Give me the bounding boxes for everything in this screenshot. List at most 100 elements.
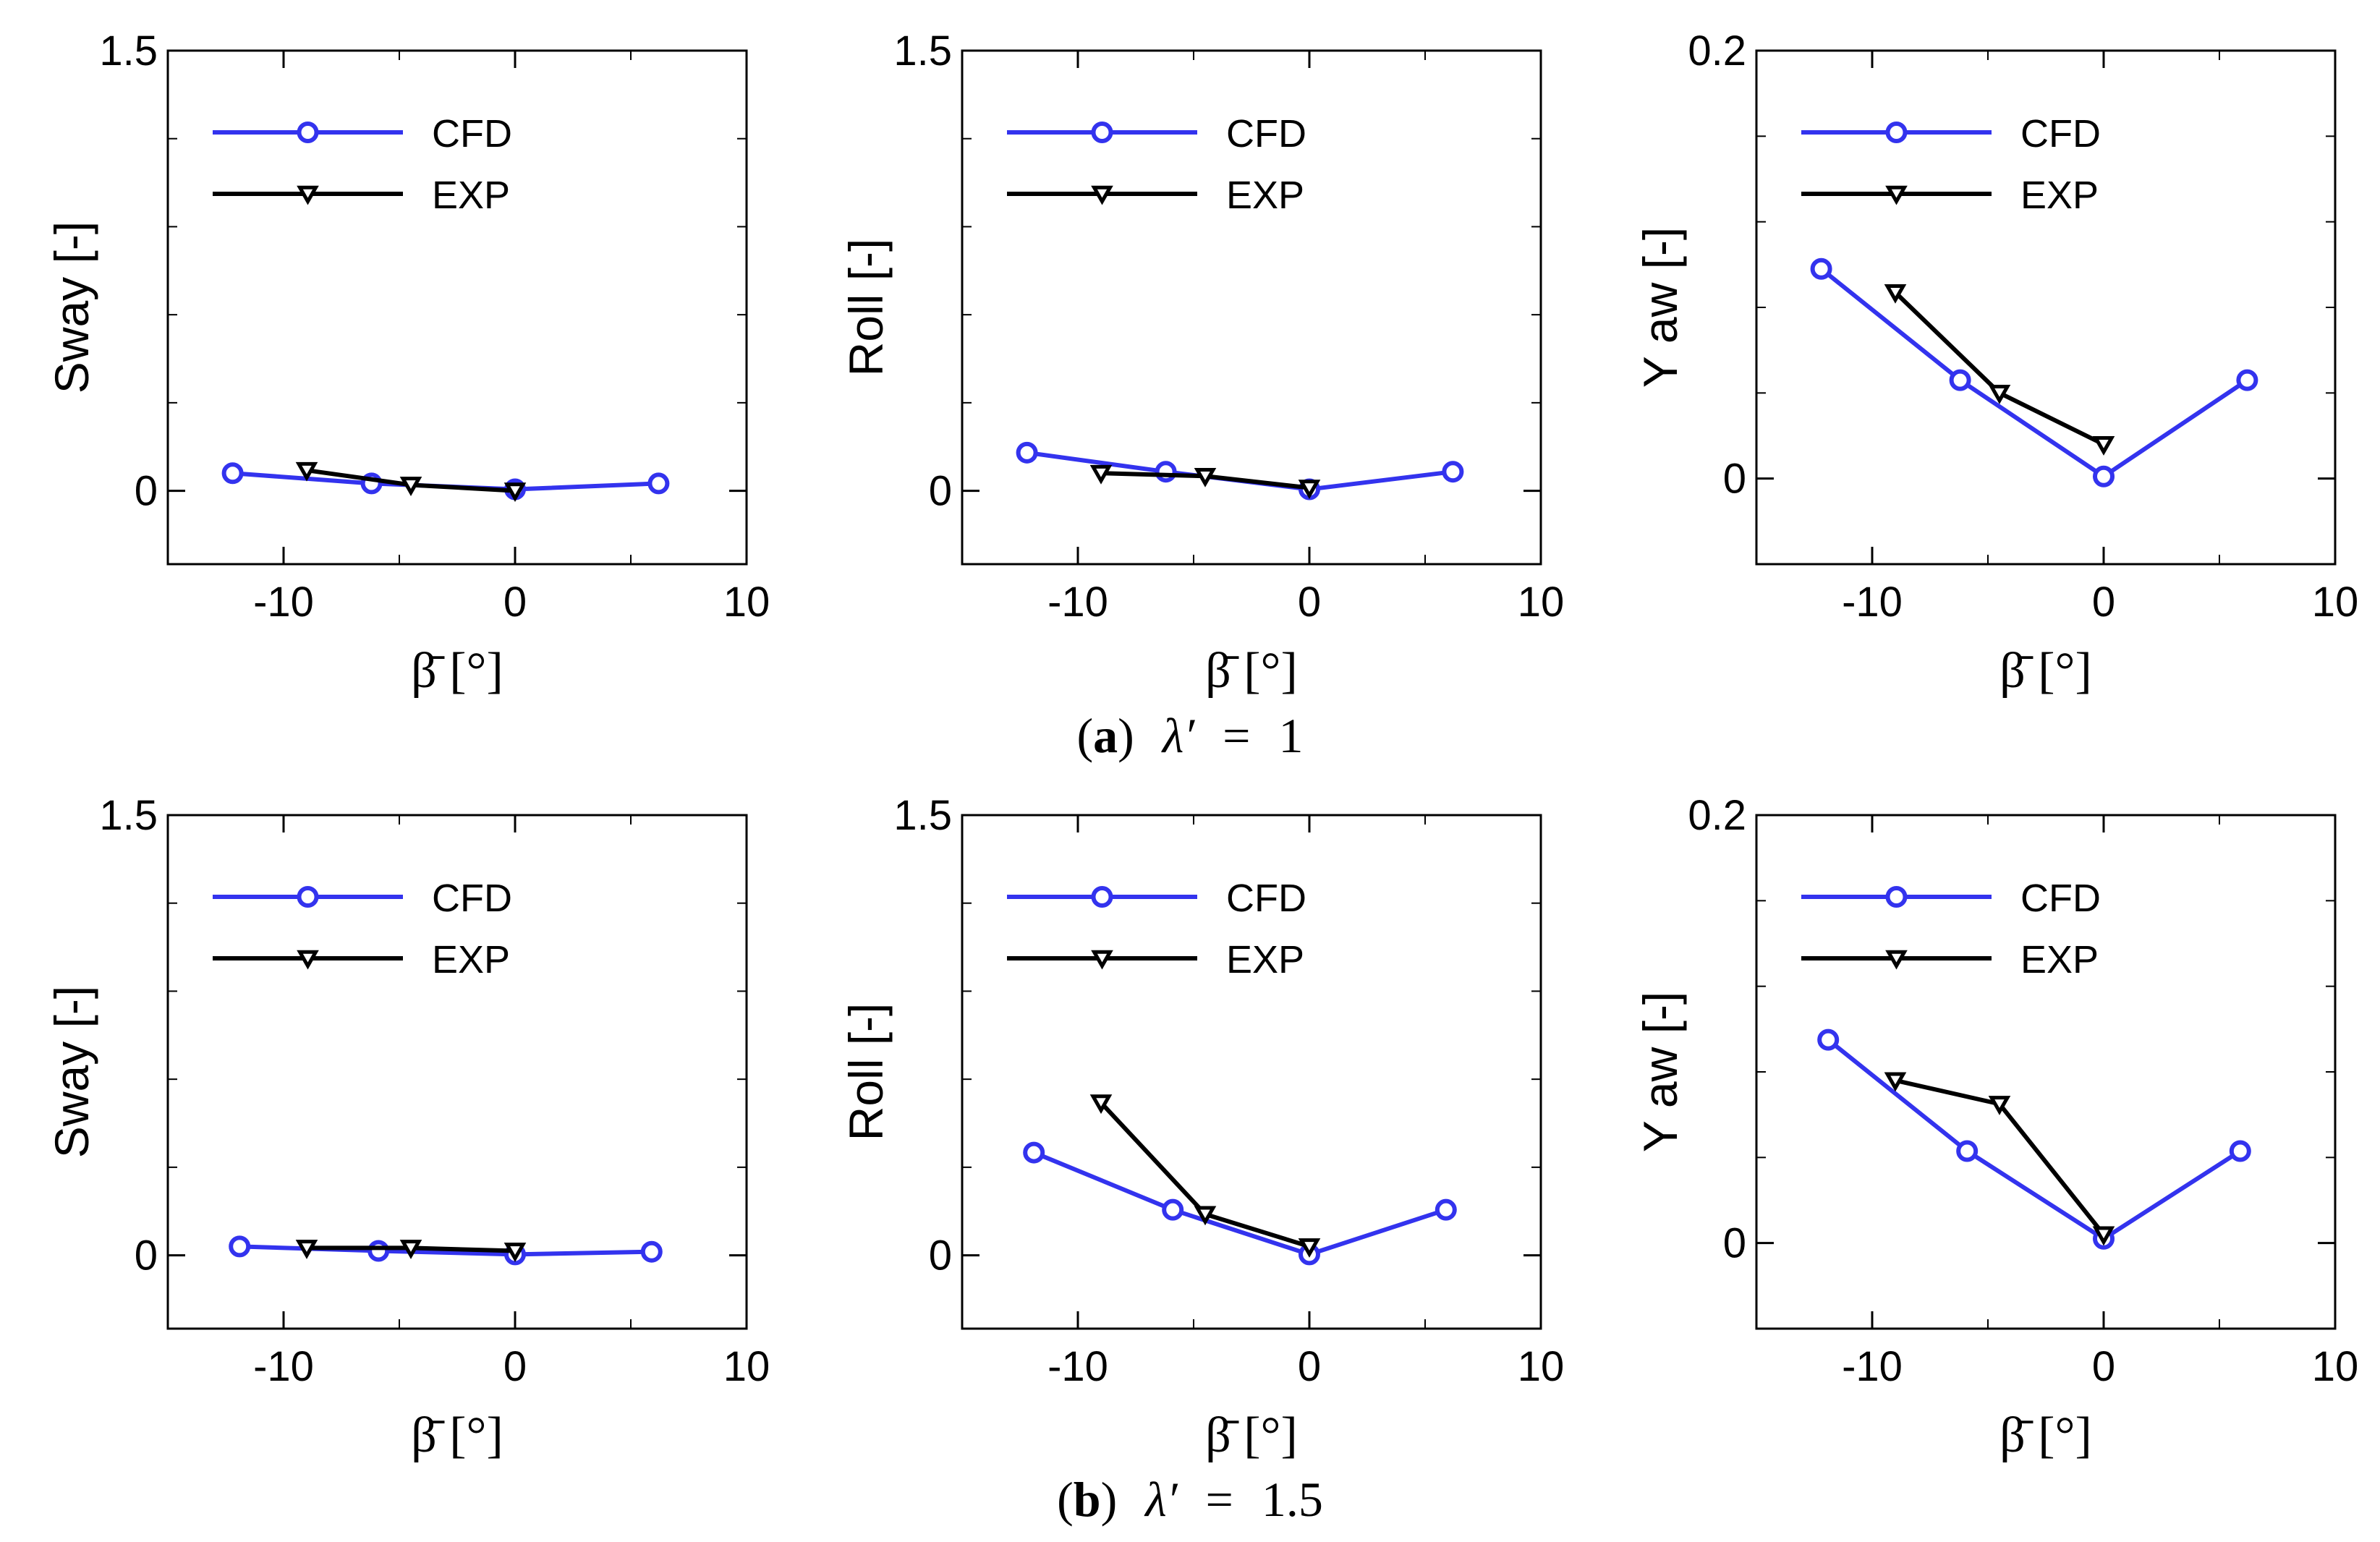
panel-3-exp-line [1893,291,2105,447]
panel-2-xtick-label: 0 [1298,579,1321,626]
panel-2-cfd-point [1155,461,1177,483]
panel-2-xlabel: β̄ [°] [1205,643,1298,699]
panel-2-legend-cfd-marker [1091,122,1113,143]
panel-5-legend-cfd-label: CFD [1226,877,1306,920]
panel-4-exp-point [295,1240,318,1259]
panel-2-ytick-label: 1.5 [893,27,952,74]
panel-3-exp-point [2092,436,2115,456]
panel-6-cfd-point [2229,1140,2251,1162]
panel-5-cfd-point [1162,1198,1184,1221]
panel-4-ytick-label: 0 [135,1232,158,1279]
panel-2-legend-cfd-label: CFD [1226,112,1306,156]
panel-3-cfd-line [1819,267,2249,479]
panel-5-legend-cfd-marker [1091,886,1113,908]
panel-3-cfd-point [2236,369,2258,391]
panel-3-legend-cfd-marker [1885,122,1908,143]
panel-6-ylabel: Y aw [-] [1633,992,1687,1153]
panel-5-cfd-line [1033,1150,1447,1257]
panel-6-exp-point [1988,1096,2011,1115]
panel-1-legend-cfd-label: CFD [432,112,512,156]
panel-4-cfd-point [229,1235,251,1258]
panel-1-legend-exp-marker [297,185,319,205]
panel-6-ytick-label: 0.2 [1688,792,1746,839]
panel-5-ytick-label: 1.5 [893,792,952,839]
panel-4-xtick-label: -10 [253,1343,314,1390]
panel-4-cfd-point [640,1240,663,1263]
panel-1-exp-point [503,482,527,503]
panel-6-ytick-label: 0 [1723,1220,1746,1267]
panel-1-legend-exp-label: EXP [432,174,510,217]
panel-4-xtick-label: 10 [723,1343,770,1390]
panel-1-frame [166,49,748,566]
panel-1-xtick-label: 10 [723,579,770,626]
panel-3-xtick-label: 0 [2092,579,2115,626]
panel-4-legend-cfd-label: CFD [432,877,512,920]
panel-5-xtick-label: -10 [1047,1343,1108,1390]
panel-5-ylabel: Roll [-] [839,1003,893,1141]
panel-3-ylabel: Y aw [-] [1633,227,1687,388]
panel-4-ylabel: Sway [-] [45,986,98,1158]
panel-6-legend-cfd-marker [1885,886,1908,908]
panel-3: 0 0.2 -10 0 10 Y aw [-] β̄ [°] CFD EXP [1633,27,2358,699]
panel-3-ytick-label: 0.2 [1688,27,1746,74]
panel-1-xlabel: β̄ [°] [411,643,503,699]
panel-6-exp-point [2092,1226,2115,1246]
panel-3-xtick-label: -10 [1842,579,1903,626]
panel-5-exp-point [1089,1094,1113,1115]
panel-5-exp-point [1298,1238,1321,1258]
panel-3-legend-exp-marker [1885,185,1908,205]
panel-5-cfd-point [1023,1141,1045,1164]
panel-4-frame [166,814,748,1330]
panel-6-cfd-point [1817,1028,1840,1051]
panel-2-xtick-label: -10 [1047,579,1108,626]
panel-5-cfd-point [1435,1198,1457,1221]
panel-2-legend-exp-label: EXP [1226,174,1304,217]
panel-3-cfd-point [1810,257,1832,280]
panel-1-ytick-label: 1.5 [99,27,158,74]
panel-6-legend-cfd-label: CFD [2020,877,2101,920]
panel-4-xtick-label: 0 [503,1343,527,1390]
panel-1-xtick-label: -10 [253,579,314,626]
panel-4-xlabel: β̄ [°] [411,1407,503,1463]
panel-5-legend-exp-label: EXP [1226,938,1304,981]
panel-4-exp-point [399,1240,422,1259]
panel-5-xtick-label: 0 [1298,1343,1321,1390]
panel-6-xtick-label: 10 [2312,1343,2359,1390]
panel-1-ylabel: Sway [-] [45,221,98,393]
panel-1-exp-point [295,461,318,482]
panel-5-legend-exp-marker [1091,950,1113,970]
panel-5-frame [961,814,1542,1330]
panel-6-cfd-line [1827,1038,2242,1241]
panel-6-xlabel: β̄ [°] [1999,1407,2092,1463]
panel-5-xtick-label: 10 [1518,1343,1565,1390]
caption-b: (b) λ′ = 1.5 [1057,1472,1323,1527]
panel-3-exp-point [1884,284,1907,304]
panel-2-exp-point [1298,480,1321,500]
panel-3-exp-point [1988,385,2011,404]
panel-1-ytick-label: 0 [135,468,158,515]
panel-2-cfd-point [1442,461,1464,483]
panel-2-exp-point [1194,467,1217,487]
panel-1-legend-cfd-marker [297,122,319,143]
panel-6-cfd-point [1956,1140,1979,1162]
panel-6: 0 0.2 -10 0 10 Y aw [-] β̄ [°] CFD EXP [1633,792,2358,1463]
panel-3-legend-cfd-label: CFD [2020,112,2101,156]
panel-3-cfd-point [2093,465,2115,487]
panel-2-ylabel: Roll [-] [839,239,893,377]
panel-6-xtick-label: -10 [1842,1343,1903,1390]
panel-5-exp-point [1194,1206,1217,1226]
panel-4-legend-cfd-marker [297,886,319,908]
panel-2-cfd-point [1016,441,1038,464]
panel-5: 0 1.5 -10 0 10 Roll [-] β̄ [°] CFD EXP [839,792,1564,1463]
panel-4: 0 1.5 -10 0 10 Sway [-] β̄ [°] CFD EXP [45,792,770,1463]
panel-3-xlabel: β̄ [°] [1999,643,2092,699]
panel-6-xtick-label: 0 [2092,1343,2115,1390]
panel-2-xtick-label: 10 [1518,579,1565,626]
panel-1-exp-point [399,477,422,496]
panel-6-legend-exp-marker [1885,950,1908,970]
panel-5-ytick-label: 0 [929,1232,952,1279]
panel-3-legend-exp-label: EXP [2020,174,2099,217]
panel-4-legend-exp-marker [297,950,319,970]
panel-3-xtick-label: 10 [2312,579,2359,626]
